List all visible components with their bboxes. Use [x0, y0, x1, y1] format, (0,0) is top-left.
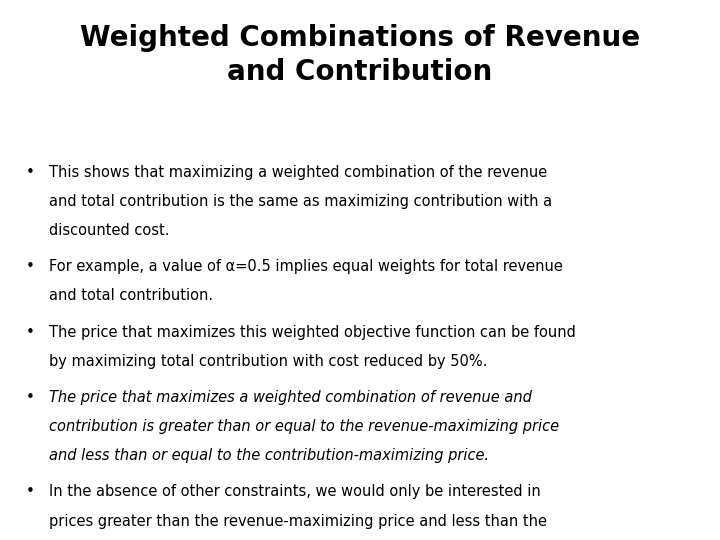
Text: For example, a value of α=0.5 implies equal weights for total revenue: For example, a value of α=0.5 implies eq… [49, 259, 563, 274]
Text: and less than or equal to the contribution-maximizing price.: and less than or equal to the contributi… [49, 448, 489, 463]
Text: contribution is greater than or equal to the revenue-maximizing price: contribution is greater than or equal to… [49, 419, 559, 434]
Text: •: • [26, 390, 35, 405]
Text: discounted cost.: discounted cost. [49, 223, 169, 238]
Text: In the absence of other constraints, we would only be interested in: In the absence of other constraints, we … [49, 484, 541, 500]
Text: and total contribution.: and total contribution. [49, 288, 213, 303]
Text: This shows that maximizing a weighted combination of the revenue: This shows that maximizing a weighted co… [49, 165, 547, 180]
Text: and total contribution is the same as maximizing contribution with a: and total contribution is the same as ma… [49, 194, 552, 209]
Text: The price that maximizes a weighted combination of revenue and: The price that maximizes a weighted comb… [49, 390, 532, 405]
Text: •: • [26, 165, 35, 180]
Text: •: • [26, 325, 35, 340]
Text: prices greater than the revenue-maximizing price and less than the: prices greater than the revenue-maximizi… [49, 514, 547, 529]
Text: •: • [26, 484, 35, 500]
Text: •: • [26, 259, 35, 274]
Text: The price that maximizes this weighted objective function can be found: The price that maximizes this weighted o… [49, 325, 576, 340]
Text: Weighted Combinations of Revenue
and Contribution: Weighted Combinations of Revenue and Con… [80, 24, 640, 86]
Text: by maximizing total contribution with cost reduced by 50%.: by maximizing total contribution with co… [49, 354, 487, 369]
